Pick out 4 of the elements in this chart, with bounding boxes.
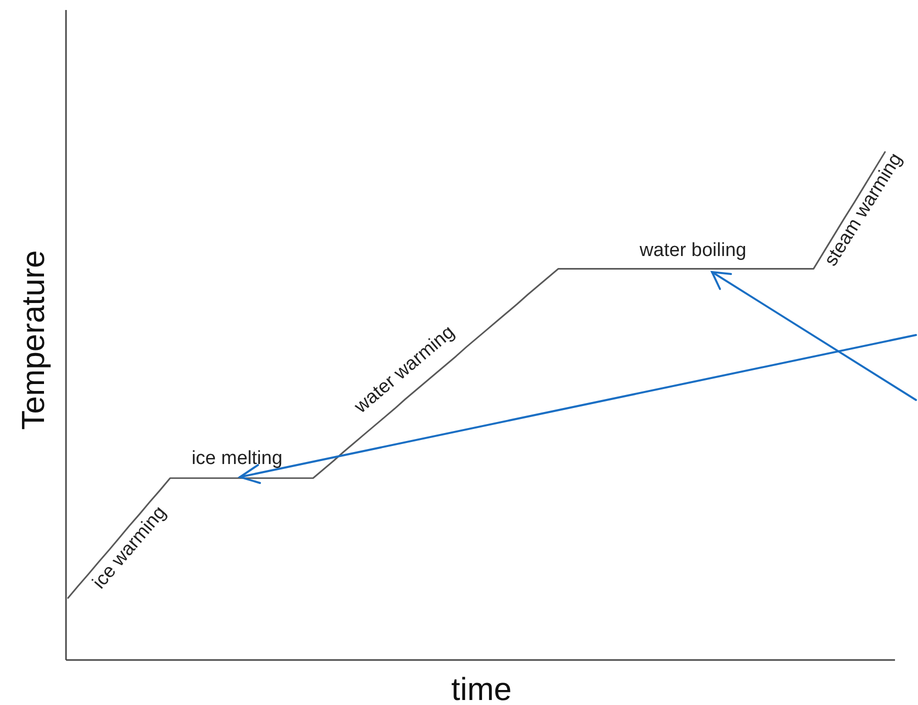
y-axis-title: Temperature [15, 250, 51, 430]
annotation: water boiling [638, 240, 746, 262]
x-axis-title: time [451, 671, 512, 705]
annotation: ice melting [192, 448, 282, 470]
